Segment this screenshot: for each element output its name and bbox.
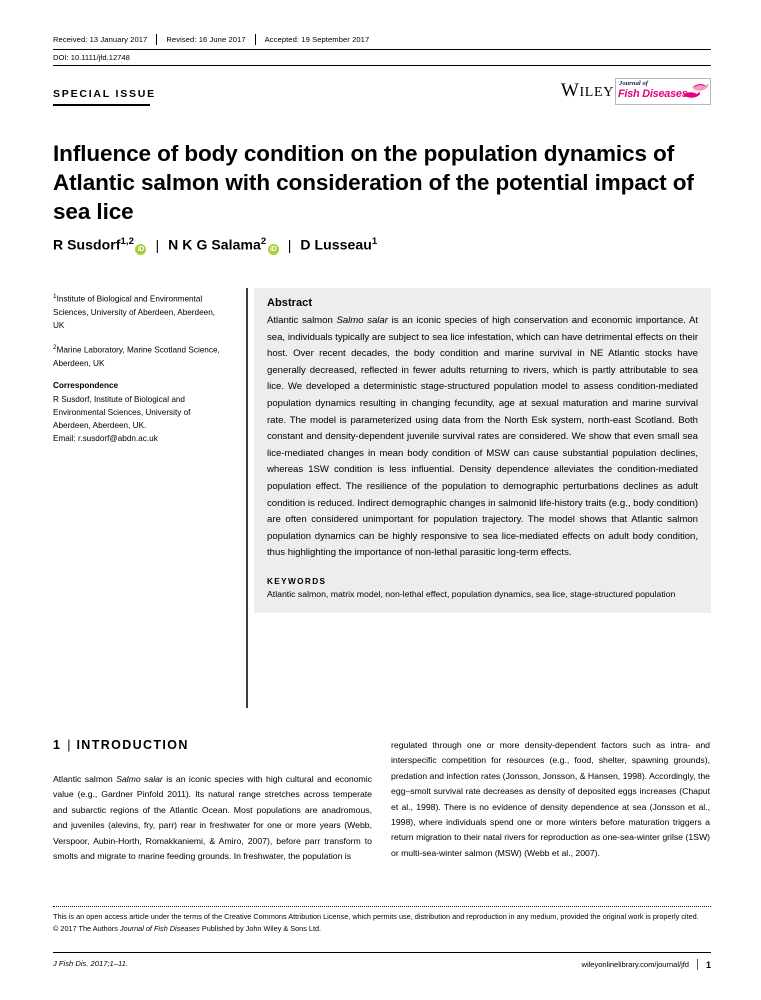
accepted-date: Accepted: 19 September 2017	[264, 35, 370, 44]
page-title: Influence of body condition on the popul…	[53, 141, 694, 225]
author-item[interactable]: R Susdorf1,2iD	[53, 236, 147, 255]
footer-divider-icon	[696, 959, 698, 970]
copyright-text: © 2017 The Authors Journal of Fish Disea…	[53, 923, 713, 935]
copyright-part2: Published by John Wiley & Sons Ltd.	[199, 923, 322, 933]
author-affiliation-marker: 1	[371, 236, 378, 247]
section-number: 1	[53, 738, 61, 752]
affiliation-marker: 1	[53, 293, 57, 300]
body-text-part1: Atlantic salmon	[53, 774, 117, 784]
license-block: This is an open access article under the…	[53, 911, 713, 934]
keywords-heading: KEYWORDS	[267, 576, 327, 586]
journal-name: Journal of Fish Diseases	[119, 923, 200, 933]
species-name: Salmo salar	[116, 774, 163, 784]
wiley-logo: WILEY	[560, 80, 614, 101]
fish-icon	[683, 83, 709, 98]
header-rule	[53, 49, 711, 50]
author-name: R Susdorf	[53, 236, 121, 253]
author-affiliation-marker: 2	[260, 236, 267, 247]
author-affiliation-marker: 1,2	[120, 236, 134, 247]
affiliations-column: 1Institute of Biological and Environment…	[53, 290, 225, 455]
abstract-box: Abstract Atlantic salmon Salmo salar is …	[254, 288, 711, 614]
journal-logo-line2: Fish Diseases	[618, 88, 688, 100]
paragraph: regulated through one or more density-de…	[391, 740, 710, 858]
species-name: Salmo salar	[336, 315, 388, 326]
publication-history: Received: 13 January 2017 Revised: 16 Ju…	[53, 34, 711, 50]
body-column-right: regulated through one or more density-de…	[391, 738, 710, 861]
publication-history-row: Received: 13 January 2017 Revised: 16 Ju…	[53, 34, 711, 49]
author-item[interactable]: D Lusseau1	[300, 236, 377, 253]
history-divider-icon	[156, 34, 158, 45]
copyright-part1: © 2017 The Authors	[53, 923, 120, 933]
section-heading-introduction: 1 | INTRODUCTION	[53, 738, 189, 752]
abstract-heading: Abstract	[267, 297, 313, 309]
orcid-icon[interactable]: iD	[267, 243, 279, 255]
footer-right-group: wileyonlinelibrary.com/journal/jfd 1	[582, 959, 711, 970]
doi-link[interactable]: DOI: 10.1111/jfd.12748	[53, 53, 130, 62]
affiliation-text: Institute of Biological and Environmenta…	[53, 294, 216, 331]
page-number: 1	[705, 959, 711, 970]
keywords-list: Atlantic salmon, matrix model, non-letha…	[267, 588, 676, 599]
orcid-icon[interactable]: iD	[135, 243, 147, 255]
history-divider-icon	[254, 34, 256, 45]
affiliation-text: Marine Laboratory, Marine Scotland Scien…	[53, 346, 220, 369]
special-issue-underline	[53, 104, 150, 106]
citation-line: J Fish Dis. 2017;1–11.	[53, 959, 128, 968]
author-separator: |	[155, 236, 160, 253]
abstract-text-part1: Atlantic salmon	[267, 315, 337, 326]
journal-logo: Journal of Fish Diseases	[615, 78, 711, 105]
author-item[interactable]: N K G Salama2iD	[168, 236, 279, 255]
abstract-text-part2: is an iconic species of high conservatio…	[267, 315, 698, 559]
abstract-text: Atlantic salmon Salmo salar is an iconic…	[267, 313, 698, 562]
journal-url[interactable]: wileyonlinelibrary.com/journal/jfd	[581, 960, 690, 969]
author-list: R Susdorf1,2iD | N K G Salama2iD | D Lus…	[53, 236, 377, 255]
correspondence-heading: Correspondence	[53, 381, 119, 391]
author-separator: |	[287, 236, 292, 253]
correspondence-address: R Susdorf, Institute of Biological and E…	[53, 394, 191, 431]
author-name: D Lusseau	[300, 236, 372, 253]
author-name: N K G Salama	[168, 236, 261, 253]
footer-dotted-rule	[53, 906, 711, 907]
revised-date: Revised: 16 June 2017	[166, 35, 246, 44]
body-text-part2: is an iconic species with high cultural …	[53, 774, 372, 862]
license-text: This is an open access article under the…	[53, 912, 699, 921]
footer-rule	[53, 952, 711, 953]
paragraph: Atlantic salmon Salmo salar is an iconic…	[53, 772, 372, 864]
doi-rule	[53, 65, 711, 66]
body-column-left: Atlantic salmon Salmo salar is an iconic…	[53, 772, 372, 864]
section-divider: |	[67, 738, 71, 752]
abstract-side-rule	[246, 288, 248, 708]
special-issue-label: SPECIAL ISSUE	[53, 88, 156, 100]
affiliation-marker: 2	[53, 344, 57, 352]
affiliation-item: 1Institute of Biological and Environment…	[53, 290, 225, 332]
section-title: INTRODUCTION	[76, 738, 189, 752]
received-date: Received: 13 January 2017	[53, 35, 148, 44]
affiliation-item: 2Marine Laboratory, Marine Scotland Scie…	[53, 341, 225, 370]
correspondence-email[interactable]: Email: r.susdorf@abdn.ac.uk	[53, 434, 158, 444]
journal-logo-line1: Journal of	[619, 80, 649, 87]
